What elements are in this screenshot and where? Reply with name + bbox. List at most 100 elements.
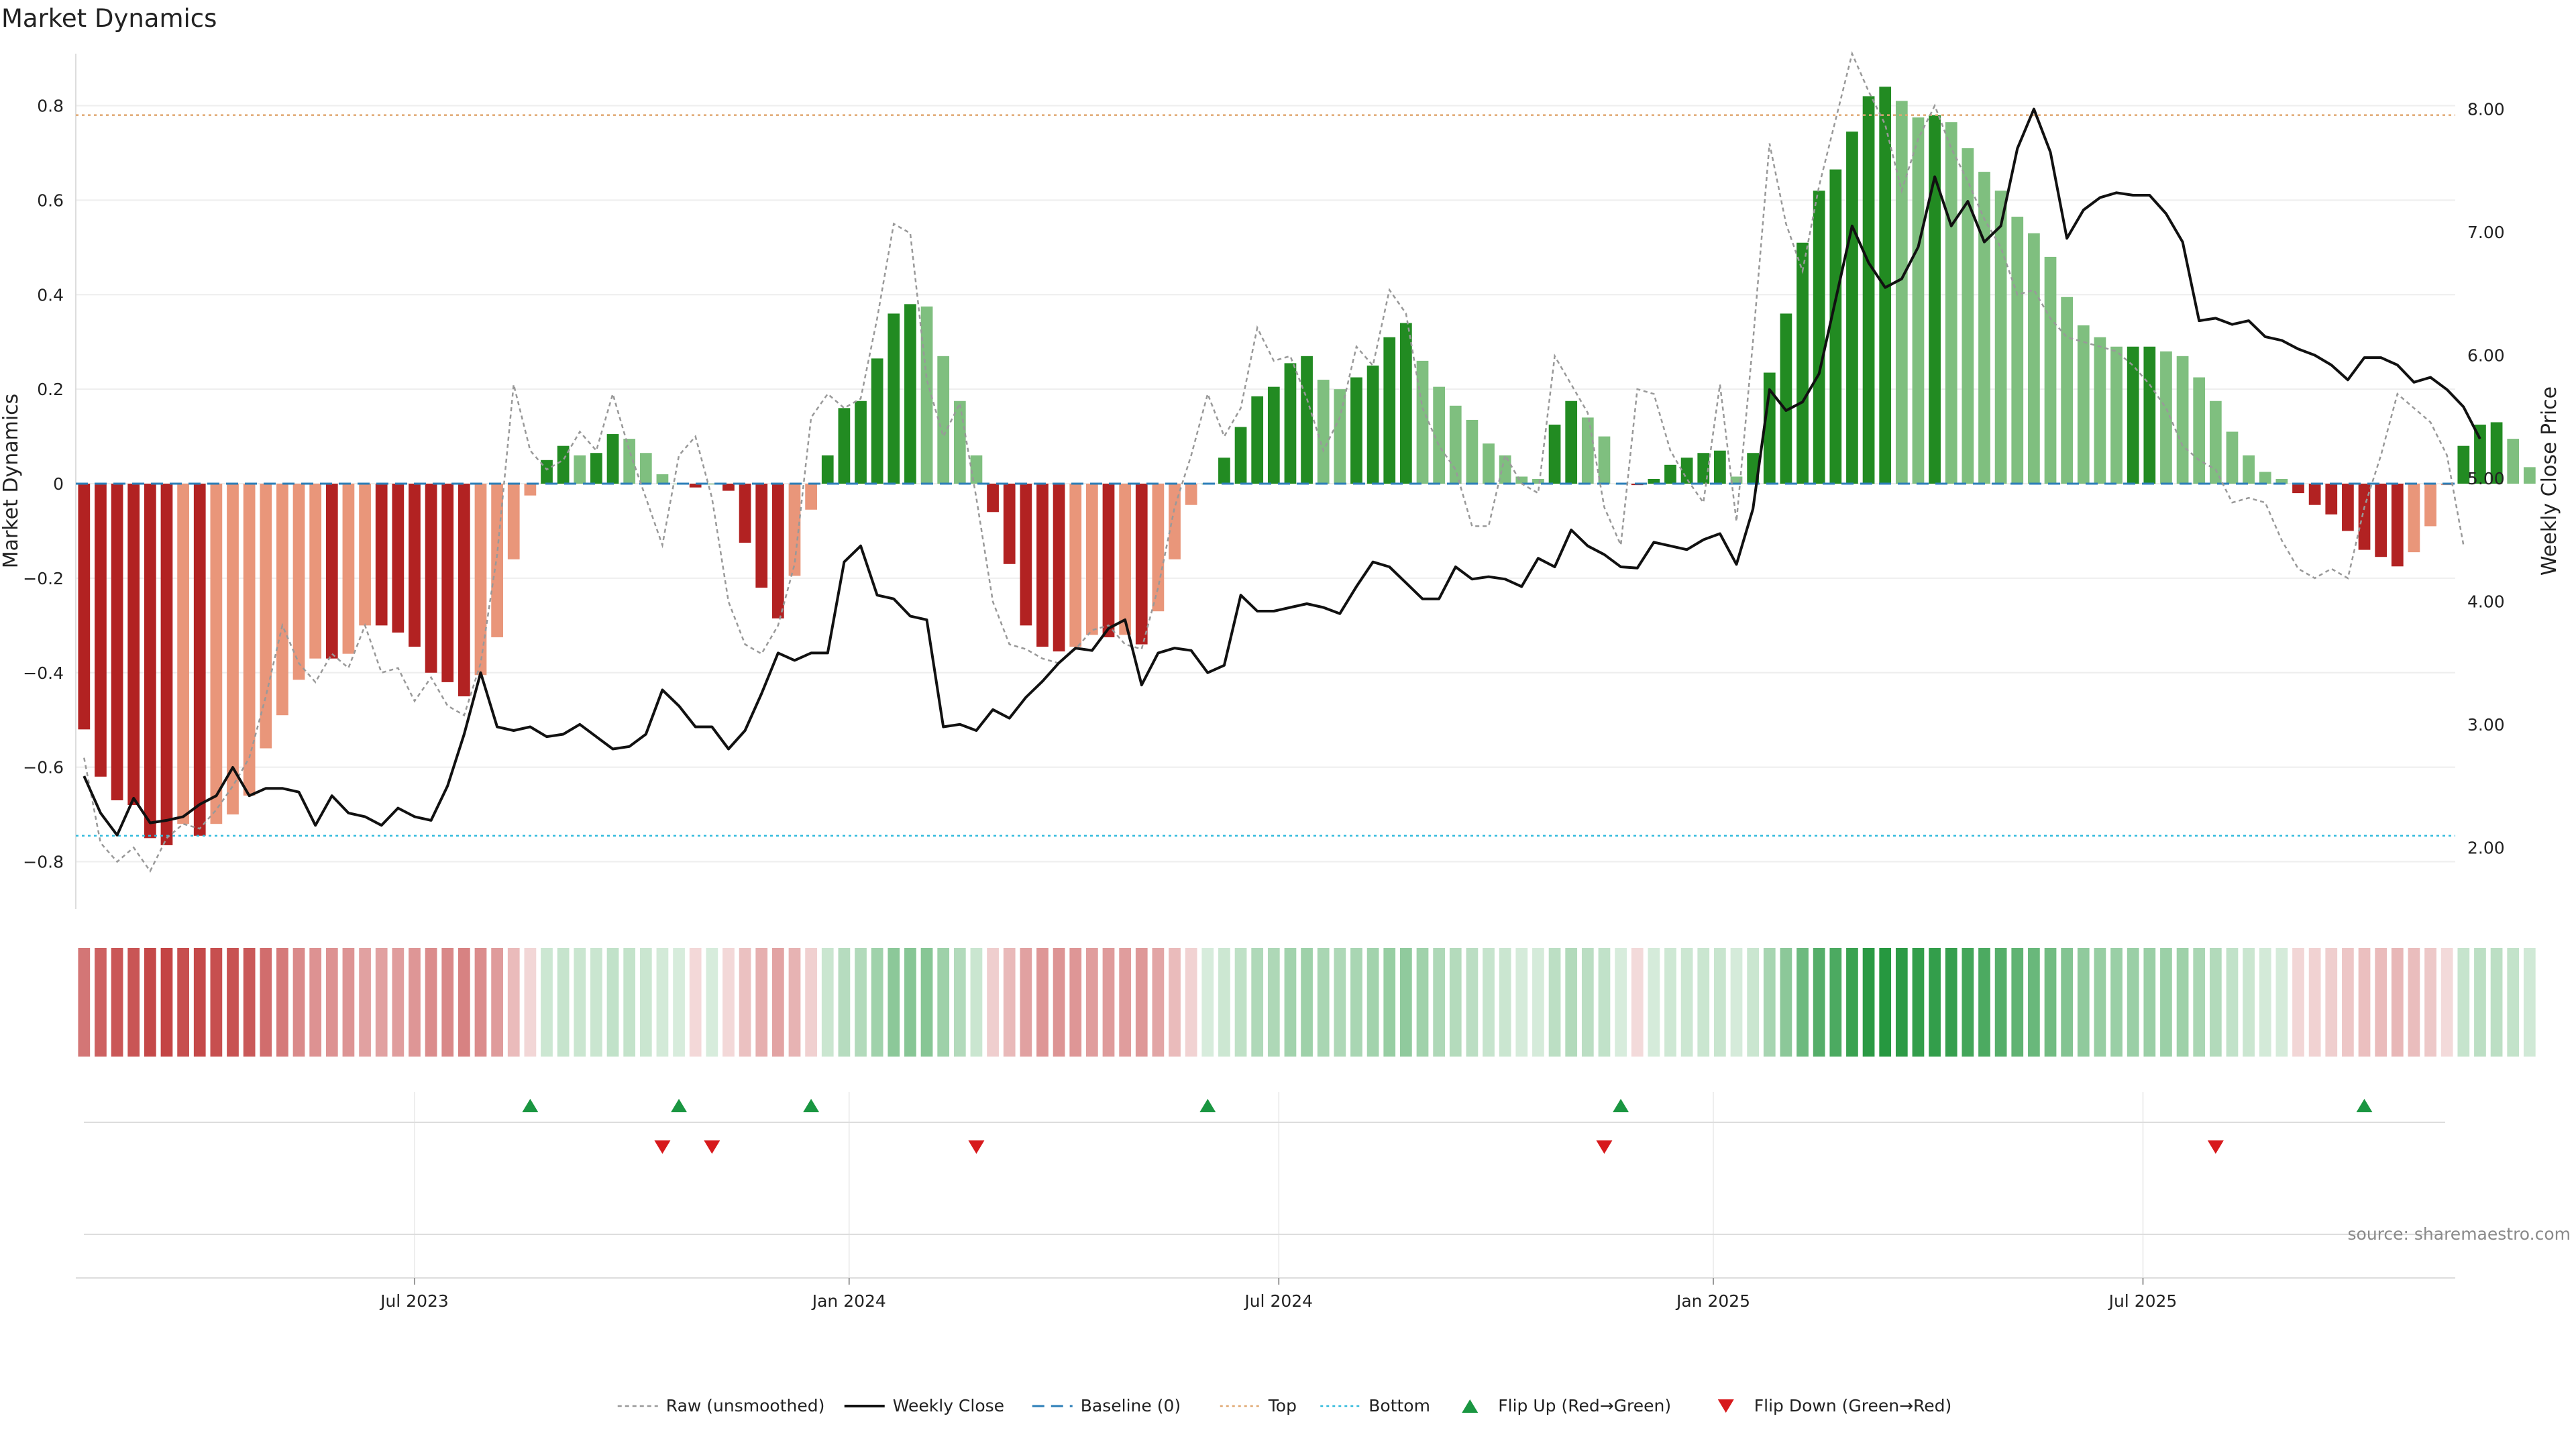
momentum-bar — [2243, 455, 2255, 484]
momentum-bar — [95, 484, 107, 777]
momentum-bar — [2424, 484, 2436, 527]
heat-strip-cell — [144, 948, 156, 1057]
heat-strip-cell — [177, 948, 189, 1057]
momentum-bar — [1218, 458, 1230, 484]
heat-strip-cell — [1796, 948, 1809, 1057]
heat-strip-cell — [1383, 948, 1396, 1057]
momentum-bar — [2490, 422, 2503, 484]
heat-strip-cell — [1003, 948, 1016, 1057]
momentum-bar — [1119, 484, 1131, 635]
momentum-bar — [177, 484, 189, 824]
heat-strip-cell — [838, 948, 851, 1057]
flip-down-marker — [704, 1140, 720, 1154]
heat-strip-cell — [1648, 948, 1660, 1057]
left-tick-label: −0.6 — [23, 758, 64, 777]
heat-strip-cell — [1978, 948, 1990, 1057]
heat-strip-cell — [1119, 948, 1131, 1057]
momentum-bar — [1680, 458, 1693, 484]
heat-strip-cell — [342, 948, 355, 1057]
heat-strip-cell — [1416, 948, 1429, 1057]
heat-strip-cell — [1548, 948, 1561, 1057]
momentum-bar — [639, 453, 652, 484]
heat-strip-cell — [1466, 948, 1479, 1057]
heat-strip-cell — [2094, 948, 2106, 1057]
left-tick-label: −0.8 — [23, 853, 64, 872]
heat-strip-cell — [458, 948, 470, 1057]
right-tick-label: 6.00 — [2467, 345, 2505, 365]
heat-strip-cell — [359, 948, 371, 1057]
right-tick-label: 2.00 — [2467, 838, 2505, 857]
price-and-raw-lines — [83, 51, 2481, 873]
momentum-bar — [557, 445, 570, 484]
momentum-bar — [507, 484, 520, 559]
momentum-bar — [788, 484, 801, 576]
momentum-bar — [1366, 365, 1379, 484]
heat-strip-cell — [1747, 948, 1760, 1057]
left-axis-ticks: −0.8 −0.6 −0.4 −0.2 0 0.2 0.4 0.6 0.8 — [23, 96, 64, 871]
heat-strip-cell — [474, 948, 487, 1057]
heat-strip-cell — [1763, 948, 1776, 1057]
momentum-bar — [1185, 484, 1197, 505]
momentum-bar — [1152, 484, 1165, 612]
flip-down-marker — [968, 1140, 985, 1154]
x-axis-ticks: Jul 2023 Jan 2024 Jul 2024 Jan 2025 Jul 2025 — [379, 1278, 2177, 1311]
heat-strip-cell — [1631, 948, 1644, 1057]
heat-strip-cell — [1234, 948, 1247, 1057]
heat-strip-cell — [1053, 948, 1065, 1057]
momentum-bar — [2094, 337, 2106, 484]
legend-label: Raw (unsmoothed) — [666, 1396, 825, 1415]
heat-strip-cell — [2507, 948, 2520, 1057]
x-tick-label: Jul 2023 — [379, 1291, 449, 1311]
momentum-bars — [78, 87, 2536, 845]
heat-strip-cell — [623, 948, 636, 1057]
heat-strip-cell — [2325, 948, 2338, 1057]
heat-strip-cell — [639, 948, 652, 1057]
heat-strip-cell — [1829, 948, 1842, 1057]
legend-item-close: Weekly Close — [844, 1396, 1004, 1415]
momentum-bar — [1912, 117, 1925, 484]
momentum-bar — [2408, 484, 2420, 553]
heat-strip-cell — [127, 948, 140, 1057]
flip-up-marker — [522, 1099, 539, 1112]
heat-strip-cell — [1185, 948, 1197, 1057]
heat-strip-cell — [1879, 948, 1892, 1057]
momentum-bar — [78, 484, 91, 730]
left-tick-label: 0.2 — [37, 380, 64, 399]
momentum-bar — [1796, 242, 1809, 484]
heat-strip-cell — [2490, 948, 2503, 1057]
heat-strip-cell — [1449, 948, 1462, 1057]
heat-strip-cell — [755, 948, 768, 1057]
momentum-bar — [1251, 396, 1264, 484]
flip-up-marker — [803, 1099, 820, 1112]
momentum-bar — [1730, 476, 1743, 484]
momentum-bar — [409, 484, 421, 647]
legend-item-flip-down: Flip Down (Green→Red) — [1717, 1396, 1951, 1415]
momentum-bar — [127, 484, 140, 806]
heat-strip-cell — [425, 948, 437, 1057]
heat-strip-cell — [1334, 948, 1346, 1057]
heat-strip-cell — [706, 948, 718, 1057]
heat-strip-cell — [821, 948, 834, 1057]
heat-strip-cell — [1036, 948, 1049, 1057]
momentum-bar — [821, 455, 834, 484]
heat-strip-cell — [904, 948, 916, 1057]
momentum-bar — [1483, 443, 1495, 484]
heat-strip-cell — [1317, 948, 1330, 1057]
heat-strip-cell — [739, 948, 751, 1057]
heat-strip-cell — [1267, 948, 1280, 1057]
legend-label: Weekly Close — [893, 1396, 1004, 1415]
heat-strip-cell — [987, 948, 999, 1057]
source-credit: source: sharemaestro.com — [2348, 1224, 2571, 1244]
heat-strip-cell — [1929, 948, 1941, 1057]
heat-strip-cell — [805, 948, 817, 1057]
heat-strip-cell — [1020, 948, 1032, 1057]
heat-strip-cell — [1152, 948, 1165, 1057]
momentum-bar — [1416, 360, 1429, 484]
heat-strip-cell — [2061, 948, 2074, 1057]
momentum-bar — [755, 484, 768, 588]
heat-strip-cell — [95, 948, 107, 1057]
momentum-bar — [1301, 356, 1313, 484]
heat-strip-cell — [2408, 948, 2420, 1057]
right-tick-label: 7.00 — [2467, 223, 2505, 242]
